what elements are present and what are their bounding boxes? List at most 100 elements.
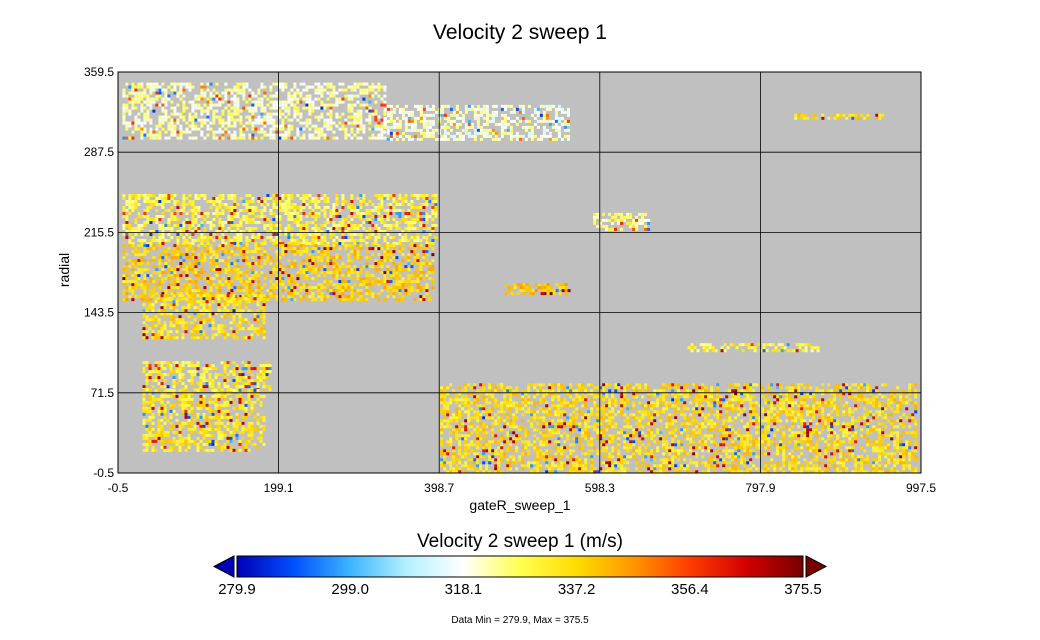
velocity-cell [290,103,294,107]
velocity-cell [220,433,224,437]
velocity-cell [190,421,194,425]
velocity-cell [161,106,165,110]
velocity-cell [723,349,727,353]
velocity-cell [245,256,249,260]
velocity-cell [161,194,165,197]
velocity-cell [182,200,186,203]
velocity-cell [356,250,360,254]
velocity-cell [175,400,179,404]
velocity-cell [332,289,336,293]
velocity-cell [211,415,215,419]
velocity-cell [158,236,162,239]
velocity-cell [413,116,417,120]
velocity-cell [131,85,135,89]
velocity-cell [145,400,149,404]
velocity-cell [317,130,321,134]
velocity-cell [149,118,153,122]
velocity-cell [200,194,204,197]
velocity-cell [353,121,357,125]
velocity-cell [262,394,266,398]
velocity-cell [848,386,852,390]
velocity-cell [353,289,357,293]
velocity-cell [362,298,366,302]
velocity-cell [422,131,426,135]
velocity-cell [197,103,201,107]
velocity-cell [533,122,537,126]
velocity-cell [194,286,198,290]
velocity-cell [608,212,612,216]
velocity-cell [131,200,135,203]
velocity-cell [131,286,135,290]
velocity-cell [344,298,348,302]
velocity-cell [232,300,236,304]
velocity-cell [185,106,189,110]
velocity-cell [217,415,221,419]
velocity-cell [142,385,146,389]
velocity-cell [374,227,378,230]
velocity-cell [269,286,273,290]
velocity-cell [184,409,188,413]
velocity-cell [296,239,300,242]
velocity-cell [332,271,336,275]
velocity-cell [221,268,225,272]
velocity-cell [710,386,714,390]
velocity-cell [356,242,360,245]
velocity-cell [163,385,167,389]
velocity-cell [506,386,510,390]
velocity-cell [157,427,161,431]
velocity-cell [262,370,266,374]
velocity-cell [311,277,315,281]
velocity-cell [293,253,297,257]
velocity-cell [284,85,288,89]
velocity-cell [215,94,219,98]
velocity-cell [317,136,321,140]
velocity-cell [491,137,495,141]
velocity-cell [392,250,396,254]
velocity-cell [332,239,336,242]
velocity-cell [263,215,267,218]
velocity-cell [395,116,399,120]
velocity-cell [380,133,384,137]
velocity-cell [188,227,192,230]
velocity-cell [293,259,297,263]
velocity-cell [182,283,186,287]
velocity-cell [196,361,200,365]
velocity-cell [395,200,399,203]
velocity-cell [690,349,694,353]
velocity-cell [425,200,429,203]
velocity-cell [440,386,444,390]
velocity-cell [238,379,242,383]
velocity-cell [362,200,366,203]
velocity-cell [152,88,156,92]
velocity-cell [259,294,263,298]
velocity-cell [308,289,312,293]
velocity-cell [233,130,237,134]
velocity-cell [275,106,279,110]
velocity-cell [146,206,150,209]
velocity-cell [332,274,336,278]
velocity-cell [251,106,255,110]
velocity-cell [344,133,348,137]
velocity-cell [197,253,201,257]
velocity-cell [410,194,414,197]
velocity-cell [548,134,552,138]
velocity-cell [191,289,195,293]
velocity-cell [166,388,170,392]
velocity-cell [734,386,738,390]
velocity-cell [332,256,336,260]
velocity-cell [256,309,260,313]
velocity-cell [163,394,167,398]
velocity-cell [232,382,236,386]
velocity-cell [272,133,276,137]
velocity-cell [425,197,429,200]
velocity-cell [125,106,129,110]
velocity-cell [206,242,210,245]
velocity-cell [250,309,254,313]
velocity-cell [260,136,264,140]
velocity-cell [200,259,204,263]
velocity-cell [780,349,784,353]
velocity-cell [202,373,206,377]
velocity-cell [235,418,239,422]
velocity-cell [332,227,336,230]
velocity-cell [203,247,207,251]
